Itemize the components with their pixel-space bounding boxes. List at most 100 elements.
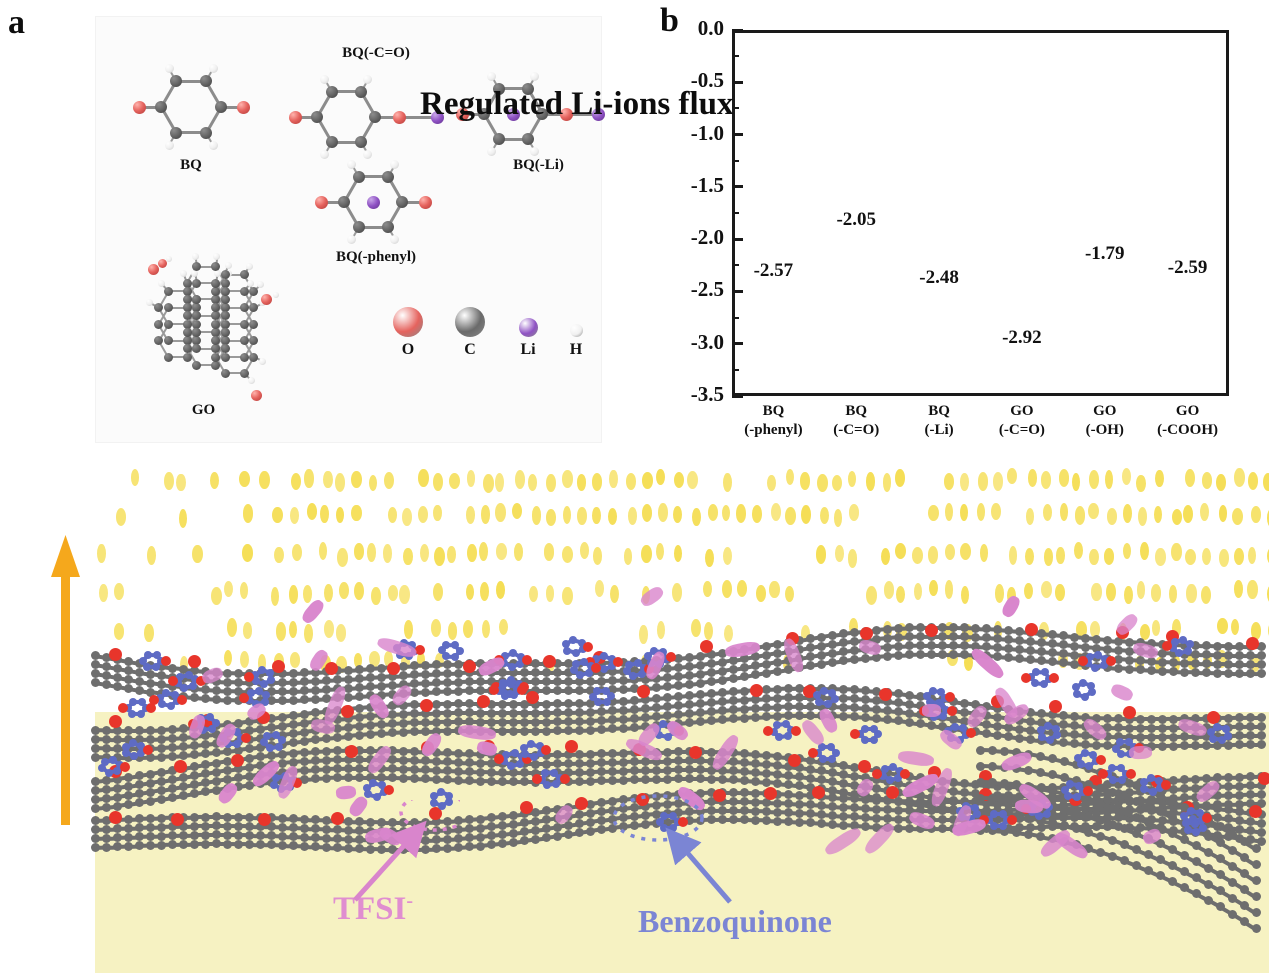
atom-c xyxy=(192,360,201,370)
li-ion xyxy=(224,580,233,597)
atom-h xyxy=(191,253,199,261)
li-ion xyxy=(1138,507,1148,527)
li-ion xyxy=(387,584,399,601)
li-ion xyxy=(546,473,557,492)
li-ion xyxy=(1183,504,1194,523)
oxygen-atom xyxy=(924,623,938,637)
atom-legend-item-c: C xyxy=(448,305,492,359)
li-ion xyxy=(658,503,669,522)
li-ion xyxy=(703,621,713,641)
li-ion xyxy=(771,502,782,522)
benzoquinone-atom xyxy=(501,692,510,701)
x-axis-label-line: BQ xyxy=(928,403,950,419)
bar-value-label: -2.59 xyxy=(1167,257,1208,279)
oxygen-atom xyxy=(108,715,122,729)
li-ion xyxy=(130,469,140,487)
benzoquinone-atom xyxy=(162,688,171,697)
atom-h xyxy=(259,357,267,365)
atom-c xyxy=(249,303,258,313)
li-ion xyxy=(786,468,795,486)
li-ion xyxy=(944,580,953,599)
li-ion xyxy=(1042,504,1052,522)
benzoquinone-atom xyxy=(274,742,283,751)
atom-c xyxy=(211,311,220,321)
li-ion xyxy=(1200,502,1210,522)
li-ion xyxy=(691,507,701,527)
li-ion xyxy=(432,582,443,601)
atom-h xyxy=(166,256,172,262)
li-ion xyxy=(498,618,508,635)
atom-h xyxy=(390,234,399,244)
li-ion xyxy=(466,469,476,487)
y-axis-major-tick xyxy=(732,28,743,32)
li-ion xyxy=(1025,507,1035,526)
li-ion xyxy=(928,504,939,522)
li-ion xyxy=(304,624,314,643)
atom-c xyxy=(200,126,212,139)
li-ion xyxy=(463,619,473,638)
atom-c xyxy=(163,319,173,329)
li-ion xyxy=(1184,468,1195,487)
oxygen-atom xyxy=(120,761,130,772)
oxygen-atom xyxy=(108,811,122,825)
oxygen-atom xyxy=(583,641,594,652)
li-ion xyxy=(705,548,715,568)
li-ion xyxy=(289,584,299,604)
li-ion xyxy=(242,544,254,562)
li-ion xyxy=(384,650,394,668)
li-ion xyxy=(1107,508,1117,525)
atom-h xyxy=(530,146,539,156)
li-ion xyxy=(562,505,572,525)
atom-c xyxy=(211,303,220,313)
li-ion xyxy=(608,508,618,526)
carbon-atom xyxy=(1251,860,1261,870)
li-ion xyxy=(1089,548,1099,566)
li-ion xyxy=(338,581,349,600)
chemical-bond xyxy=(566,112,598,116)
atom-h xyxy=(273,292,279,298)
atom-c xyxy=(163,336,173,346)
li-ion xyxy=(227,618,238,638)
x-axis-category-label: GO (-OH) xyxy=(1053,402,1157,440)
atom-c xyxy=(249,352,258,362)
atom-c xyxy=(352,221,365,234)
li-ion xyxy=(367,543,376,562)
atom-o xyxy=(455,107,469,121)
li-ion xyxy=(944,502,953,522)
li-ion xyxy=(815,545,827,565)
li-ion xyxy=(1250,506,1261,523)
li-ion xyxy=(275,622,287,641)
atom-c xyxy=(220,286,230,296)
li-ion xyxy=(592,506,601,525)
li-ion xyxy=(819,507,829,525)
atom-c xyxy=(220,319,230,329)
oxygen-atom xyxy=(1024,622,1038,636)
benzoquinone-atom xyxy=(1046,735,1055,744)
li-ion xyxy=(1266,508,1269,528)
li-ion xyxy=(402,507,412,527)
atom-c xyxy=(192,327,201,337)
li-ion xyxy=(562,586,573,606)
atom-c xyxy=(311,111,323,123)
atom-c xyxy=(211,336,220,346)
li-ion xyxy=(1072,472,1081,492)
atom-legend-sphere-h xyxy=(569,324,583,337)
li-ion xyxy=(1233,580,1243,599)
atom-o xyxy=(147,263,159,275)
atom-li xyxy=(591,107,605,121)
li-ion xyxy=(1090,621,1101,638)
li-ion xyxy=(1155,470,1164,487)
atom-c xyxy=(249,336,258,346)
carbon-atom xyxy=(1251,908,1261,918)
chemical-bond xyxy=(375,115,399,119)
atom-c xyxy=(182,319,192,329)
li-ion xyxy=(963,654,973,672)
y-axis-major-tick xyxy=(732,394,743,398)
atom-h xyxy=(487,72,496,82)
x-axis-label-line: (-OH) xyxy=(1085,422,1124,439)
li-ion xyxy=(271,506,283,524)
oxygen-atom xyxy=(966,728,977,739)
li-ion xyxy=(274,546,284,564)
y-axis-major-tick xyxy=(732,237,743,241)
benzoquinone-atom xyxy=(437,801,446,810)
